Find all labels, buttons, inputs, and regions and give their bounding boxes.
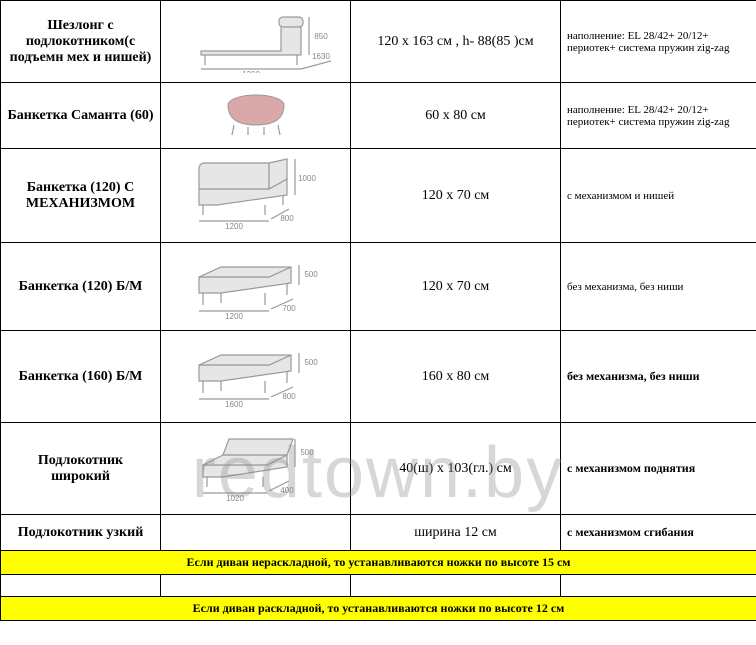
table-row: Подлокотник узкий ширина 12 см с механиз… bbox=[1, 515, 756, 551]
svg-text:1020: 1020 bbox=[226, 494, 244, 503]
table-row: Подлокотник широкий 1020 400 500 40(ш) x… bbox=[1, 423, 756, 515]
svg-text:1630: 1630 bbox=[312, 52, 330, 61]
furniture-table: Шезлонг с подлокотником(с подъемн мех и … bbox=[0, 0, 756, 621]
item-dimensions: 120 x 70 см bbox=[351, 149, 561, 243]
item-dimensions: 120 x 70 см bbox=[351, 243, 561, 331]
item-note: без механизма, без ниши bbox=[561, 331, 756, 423]
item-diagram: 1200 700 500 bbox=[161, 243, 351, 331]
item-diagram: 1200 850 1630 bbox=[161, 1, 351, 83]
item-dimensions: ширина 12 см bbox=[351, 515, 561, 551]
svg-text:850: 850 bbox=[314, 32, 328, 41]
item-dimensions: 40(ш) x 103(гл.) см bbox=[351, 423, 561, 515]
item-name: Банкетка (120) Б/М bbox=[1, 243, 161, 331]
item-diagram bbox=[161, 515, 351, 551]
svg-text:800: 800 bbox=[282, 392, 296, 401]
spacer-row bbox=[1, 575, 756, 597]
item-note: с механизмом поднятия bbox=[561, 423, 756, 515]
svg-text:1200: 1200 bbox=[225, 222, 243, 231]
item-name: Шезлонг с подлокотником(с подъемн мех и … bbox=[1, 1, 161, 83]
table-row: Банкетка (120) Б/М 1200 700 500 120 x 70… bbox=[1, 243, 756, 331]
svg-text:1600: 1600 bbox=[225, 400, 243, 409]
item-name: Банкетка (120) С МЕХАНИЗМОМ bbox=[1, 149, 161, 243]
banner-2: Если диван раскладной, то устанавливаютс… bbox=[1, 597, 756, 621]
item-dimensions: 120 x 163 см , h- 88(85 )см bbox=[351, 1, 561, 83]
table-row: Банкетка Саманта (60) 60 x 80 см наполне… bbox=[1, 83, 756, 149]
item-note: без механизма, без ниши bbox=[561, 243, 756, 331]
item-name: Подлокотник широкий bbox=[1, 423, 161, 515]
item-name: Банкетка Саманта (60) bbox=[1, 83, 161, 149]
svg-text:700: 700 bbox=[282, 304, 296, 313]
svg-text:1200: 1200 bbox=[225, 312, 243, 321]
item-diagram: 1200 800 1000 bbox=[161, 149, 351, 243]
item-diagram bbox=[161, 83, 351, 149]
svg-text:800: 800 bbox=[280, 214, 294, 223]
item-dimensions: 160 x 80 см bbox=[351, 331, 561, 423]
table-row: Банкетка (160) Б/М 1600 800 500 160 x 80… bbox=[1, 331, 756, 423]
svg-text:500: 500 bbox=[304, 358, 318, 367]
svg-text:500: 500 bbox=[300, 448, 314, 457]
svg-text:400: 400 bbox=[280, 486, 294, 495]
svg-text:500: 500 bbox=[304, 270, 318, 279]
svg-text:1000: 1000 bbox=[298, 174, 316, 183]
item-note: с механизмом и нишей bbox=[561, 149, 756, 243]
table-row: Банкетка (120) С МЕХАНИЗМОМ 1200 800 100… bbox=[1, 149, 756, 243]
item-name: Банкетка (160) Б/М bbox=[1, 331, 161, 423]
item-diagram: 1600 800 500 bbox=[161, 331, 351, 423]
item-diagram: 1020 400 500 bbox=[161, 423, 351, 515]
item-note: наполнение: EL 28/42+ 20/12+ периотек+ с… bbox=[561, 83, 756, 149]
banner-1: Если диван нераскладной, то устанавливаю… bbox=[1, 551, 756, 575]
svg-text:1200: 1200 bbox=[242, 70, 260, 73]
table-row: Шезлонг с подлокотником(с подъемн мех и … bbox=[1, 1, 756, 83]
item-name: Подлокотник узкий bbox=[1, 515, 161, 551]
item-note: с механизмом сгибания bbox=[561, 515, 756, 551]
item-dimensions: 60 x 80 см bbox=[351, 83, 561, 149]
item-note: наполнение: EL 28/42+ 20/12+ периотек+ с… bbox=[561, 1, 756, 83]
